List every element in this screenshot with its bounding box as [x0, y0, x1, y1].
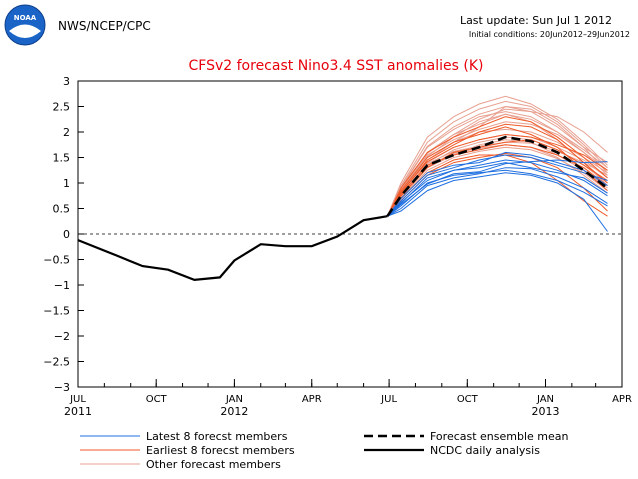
y-tick-label: 0.5: [53, 203, 71, 216]
legend: Latest 8 forecst members Earliest 8 fore…: [80, 430, 569, 471]
chart-title: CFSv2 forecast Nino3.4 SST anomalies (K): [189, 58, 484, 74]
x-tick-label: OCT: [457, 394, 479, 405]
x-tick-year-label: 2011: [64, 405, 92, 418]
latest-member-line: [387, 151, 608, 217]
x-tick-label: APR: [302, 394, 322, 405]
earliest-member-line: [386, 133, 608, 217]
x-tick-label: APR: [612, 394, 632, 405]
y-tick-label: −1.5: [43, 305, 70, 318]
latest-member-line: [387, 167, 608, 217]
y-tick-label: −1: [54, 279, 70, 292]
y-tick-label: 2.5: [53, 101, 71, 114]
legend-label-other: Other forecast members: [146, 458, 281, 471]
y-axis: 3 2.5 2 1.5 1 0.5 0 −0.5 −1 −1.5 −2 −2.5 −3: [43, 75, 84, 394]
other-member-line: [386, 95, 608, 217]
legend-label-earliest: Earliest 8 forecst members: [146, 444, 295, 457]
last-update: Last update: Sun Jul 1 2012: [460, 14, 612, 27]
x-tick-year-label: 2012: [220, 405, 248, 418]
noaa-logo-text: NOAA: [14, 14, 37, 22]
other-member-line: [386, 108, 608, 217]
legend-label-latest: Latest 8 forecst members: [146, 430, 288, 443]
earliest-member-line: [386, 116, 608, 217]
noaa-logo-bird: [9, 24, 41, 38]
earliest-member-line: [386, 126, 608, 217]
noaa-logo: NOAA: [4, 4, 46, 46]
x-tick-year-label: 2013: [532, 405, 560, 418]
x-tick-label: JUL: [69, 394, 86, 405]
y-tick-label: −0.5: [43, 254, 70, 267]
other-member-line: [386, 100, 608, 217]
y-tick-label: 1: [63, 177, 70, 190]
x-tick-label: JUL: [380, 394, 397, 405]
y-tick-label: 2: [63, 126, 70, 139]
y-tick-label: 0: [63, 228, 70, 241]
y-tick-label: −2.5: [43, 356, 70, 369]
legend-label-observed: NCDC daily analysis: [430, 444, 540, 457]
initial-conditions: Initial conditions: 20Jun2012–29Jun2012: [469, 30, 630, 39]
x-tick-label: JAN: [225, 394, 243, 405]
legend-label-mean: Forecast ensemble mean: [430, 430, 569, 443]
other-member-line: [386, 121, 608, 217]
latest-member-line: [387, 162, 608, 217]
y-tick-label: −2: [54, 330, 70, 343]
x-tick-label: JAN: [536, 394, 554, 405]
y-tick-label: −3: [54, 381, 70, 394]
ncdc-observed-line: [77, 215, 388, 282]
y-tick-label: 1.5: [53, 152, 71, 165]
ensemble-mean-line: [386, 135, 609, 217]
other-member-line: [387, 146, 608, 217]
agency-name: NWS/NCEP/CPC: [58, 19, 151, 33]
latest-member-line: [387, 172, 608, 232]
y-tick-label: 3: [63, 75, 70, 88]
x-tick-label: OCT: [146, 394, 168, 405]
other-member-line: [386, 105, 608, 217]
